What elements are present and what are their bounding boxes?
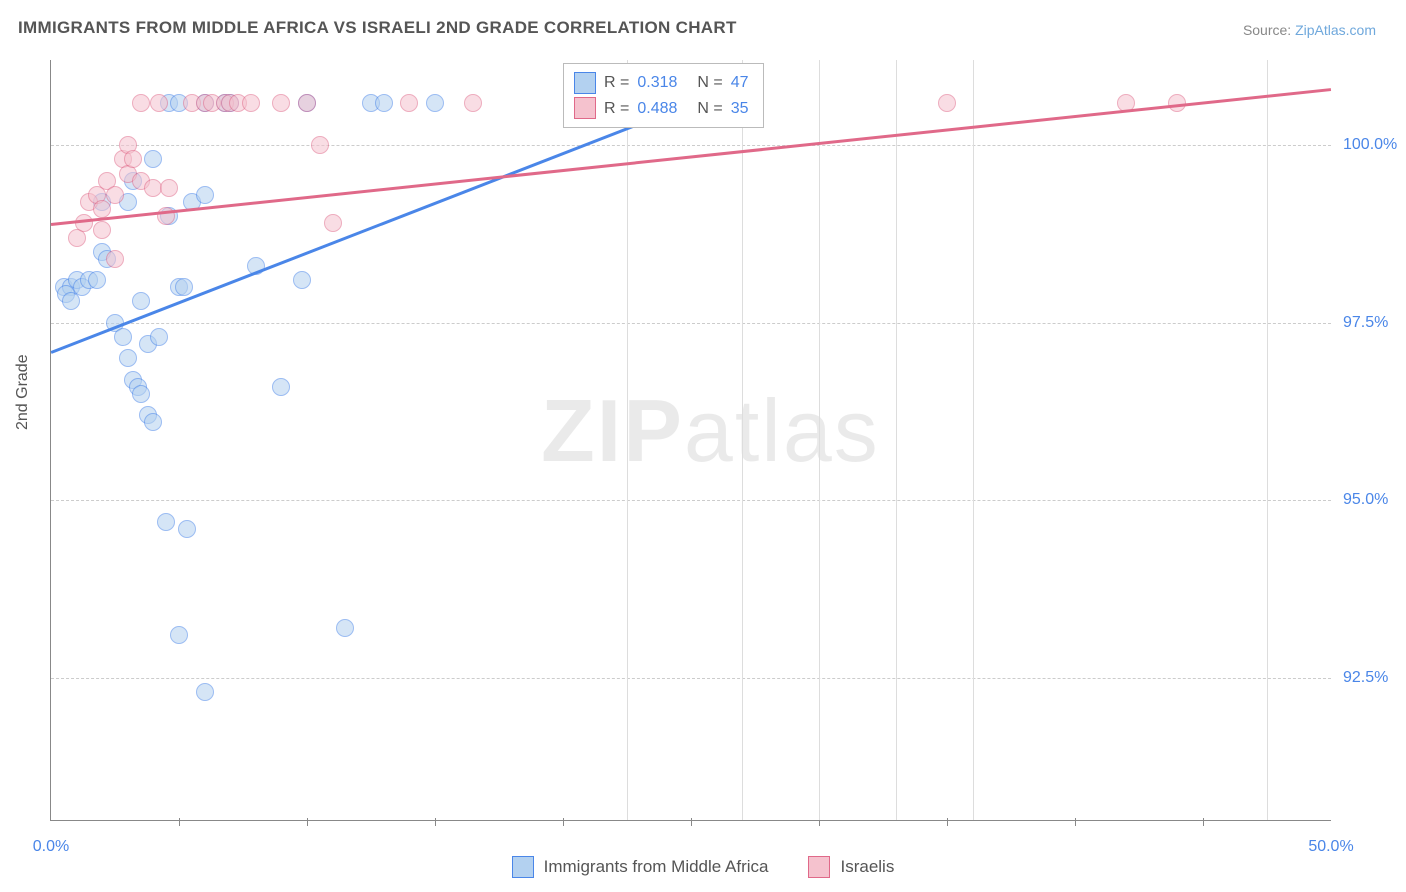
data-point [178, 520, 196, 538]
data-point [170, 626, 188, 644]
y-tick-label: 100.0% [1343, 136, 1403, 154]
legend-row: R = 0.318 N = 47 [574, 70, 749, 96]
gridline-v [627, 60, 628, 820]
y-axis-label: 2nd Grade [14, 354, 32, 430]
x-minor-tick [947, 818, 948, 826]
x-minor-tick [179, 818, 180, 826]
data-point [242, 94, 260, 112]
data-point [106, 186, 124, 204]
n-label: N = [697, 96, 722, 122]
gridline-v [973, 60, 974, 820]
data-point [132, 94, 150, 112]
data-point [150, 328, 168, 346]
x-minor-tick [691, 818, 692, 826]
legend-row: R = 0.488 N = 35 [574, 96, 749, 122]
x-minor-tick [1203, 818, 1204, 826]
x-minor-tick [435, 818, 436, 826]
legend-item-israelis: Israelis [808, 856, 894, 878]
data-point [119, 349, 137, 367]
data-point [124, 150, 142, 168]
y-tick-label: 92.5% [1343, 669, 1403, 687]
source-label: Source: [1243, 22, 1295, 38]
data-point [132, 385, 150, 403]
data-point [293, 271, 311, 289]
r-value: 0.318 [637, 70, 677, 96]
source-link[interactable]: ZipAtlas.com [1295, 22, 1376, 38]
data-point [400, 94, 418, 112]
data-point [196, 683, 214, 701]
data-point [196, 186, 214, 204]
data-point [298, 94, 316, 112]
data-point [106, 250, 124, 268]
data-point [157, 513, 175, 531]
plot-area: ZIPatlas 92.5%95.0%97.5%100.0%0.0%50.0% [50, 60, 1331, 821]
gridline-v [742, 60, 743, 820]
correlation-legend: R = 0.318 N = 47 R = 0.488 N = 35 [563, 63, 764, 128]
n-value: 35 [731, 96, 749, 122]
data-point [93, 221, 111, 239]
legend-label: Immigrants from Middle Africa [544, 857, 769, 877]
watermark-bold: ZIP [541, 381, 684, 480]
watermark-light: atlas [684, 381, 880, 480]
watermark: ZIPatlas [541, 380, 880, 482]
data-point [336, 619, 354, 637]
x-minor-tick [563, 818, 564, 826]
gridline-h [51, 500, 1331, 501]
data-point [150, 94, 168, 112]
gridline-h [51, 678, 1331, 679]
gridline-v [896, 60, 897, 820]
trend-line [51, 103, 692, 354]
data-point [144, 413, 162, 431]
data-point [272, 94, 290, 112]
swatch-icon [574, 72, 596, 94]
data-point [160, 179, 178, 197]
x-minor-tick [307, 818, 308, 826]
data-point [132, 292, 150, 310]
data-point [938, 94, 956, 112]
r-label: R = [604, 70, 629, 96]
data-point [114, 328, 132, 346]
x-tick-label: 50.0% [1308, 838, 1353, 856]
gridline-v [1267, 60, 1268, 820]
data-point [375, 94, 393, 112]
data-point [144, 150, 162, 168]
gridline-h [51, 323, 1331, 324]
data-point [75, 214, 93, 232]
chart-title: IMMIGRANTS FROM MIDDLE AFRICA VS ISRAELI… [18, 18, 737, 38]
data-point [324, 214, 342, 232]
swatch-icon [574, 97, 596, 119]
legend-item-middle-africa: Immigrants from Middle Africa [512, 856, 769, 878]
data-point [272, 378, 290, 396]
swatch-icon [512, 856, 534, 878]
legend-label: Israelis [840, 857, 894, 877]
y-tick-label: 97.5% [1343, 314, 1403, 332]
n-label: N = [697, 70, 722, 96]
source-credit: Source: ZipAtlas.com [1243, 22, 1376, 38]
x-minor-tick [1075, 818, 1076, 826]
series-legend: Immigrants from Middle Africa Israelis [0, 856, 1406, 878]
data-point [426, 94, 444, 112]
x-tick-label: 0.0% [33, 838, 69, 856]
data-point [88, 271, 106, 289]
gridline-h [51, 145, 1331, 146]
swatch-icon [808, 856, 830, 878]
gridline-v [819, 60, 820, 820]
r-value: 0.488 [637, 96, 677, 122]
n-value: 47 [731, 70, 749, 96]
data-point [311, 136, 329, 154]
data-point [175, 278, 193, 296]
r-label: R = [604, 96, 629, 122]
data-point [464, 94, 482, 112]
data-point [93, 200, 111, 218]
y-tick-label: 95.0% [1343, 491, 1403, 509]
